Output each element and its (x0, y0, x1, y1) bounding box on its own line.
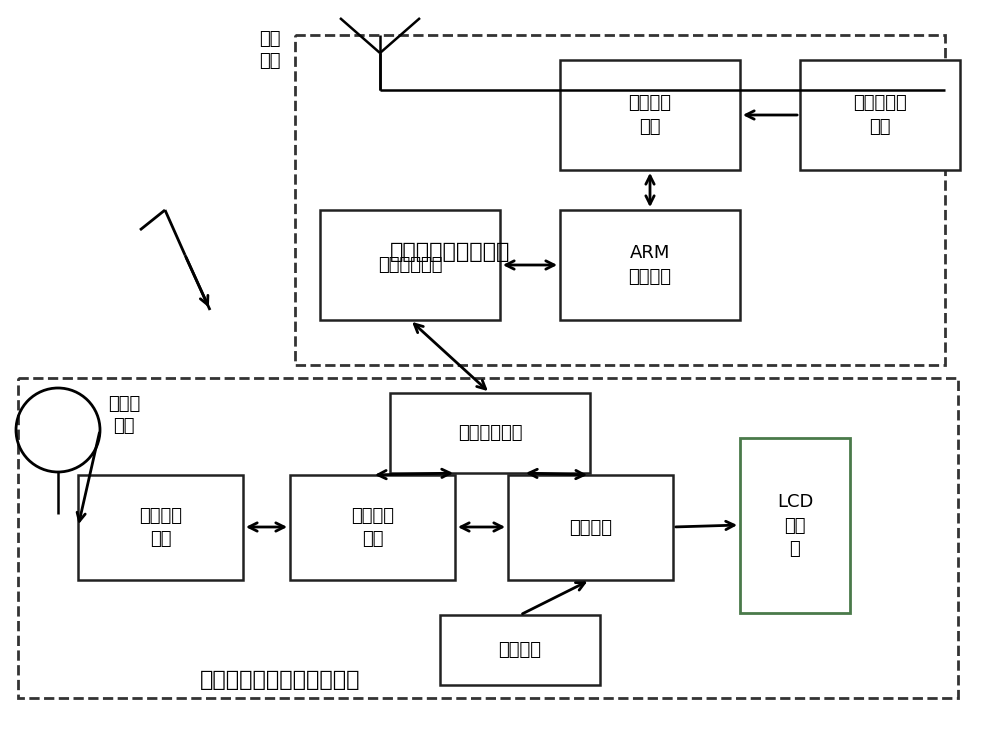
Bar (390, 393, 590, 473)
Text: 近场区功率测量单元: 近场区功率测量单元 (390, 242, 510, 262)
Bar (440, 615, 600, 685)
Text: ARM
控制模块: ARM 控制模块 (629, 244, 672, 286)
Bar (78, 475, 243, 580)
Text: 待测短波发
射机: 待测短波发 射机 (853, 94, 907, 136)
Text: 场强测量
模块: 场强测量 模块 (139, 506, 182, 548)
Bar (560, 210, 740, 320)
Text: 数据处理
模块: 数据处理 模块 (351, 506, 394, 548)
Text: 接收环
天线: 接收环 天线 (108, 395, 140, 435)
Bar (740, 438, 850, 613)
Text: 主控模块: 主控模块 (569, 518, 612, 537)
Bar (290, 475, 455, 580)
Bar (18, 378, 958, 698)
Bar (295, 35, 945, 365)
Text: 功率测量
模块: 功率测量 模块 (629, 94, 672, 136)
Text: 网络接口模块: 网络接口模块 (458, 424, 522, 442)
Bar (508, 475, 673, 580)
Text: 网络接口模块: 网络接口模块 (378, 256, 442, 274)
Bar (560, 60, 740, 170)
Bar (800, 60, 960, 170)
Text: 键盘接口: 键盘接口 (498, 641, 542, 659)
Text: 待测
天线: 待测 天线 (259, 30, 281, 71)
Text: 远场区场强测量与主控单元: 远场区场强测量与主控单元 (200, 670, 360, 690)
Text: LCD
监视
屏: LCD 监视 屏 (777, 493, 813, 558)
Bar (320, 210, 500, 320)
